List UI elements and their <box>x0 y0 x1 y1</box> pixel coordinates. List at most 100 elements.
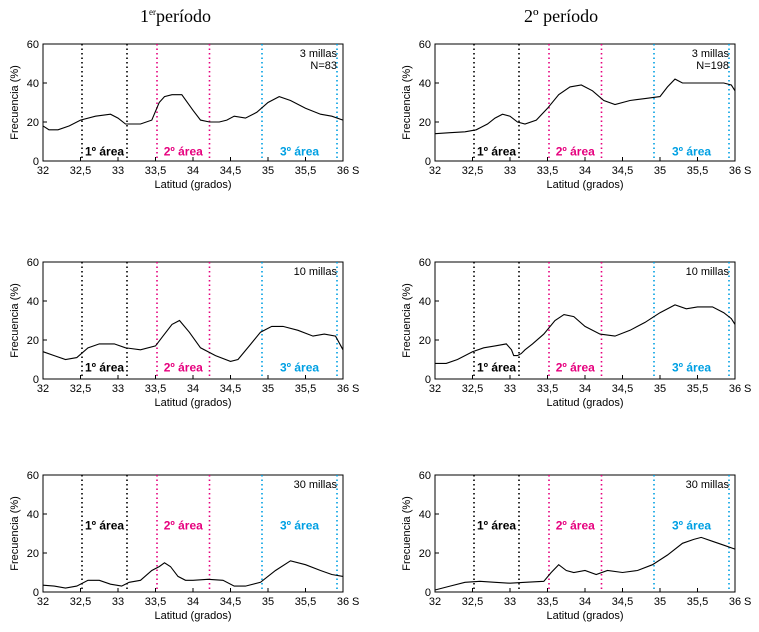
panel-2-x-tick-label-9: 36 <box>729 165 741 177</box>
panel-2-x-tick-label-7: 35 <box>654 165 666 177</box>
panel-6-x-unit-label: S <box>744 596 751 608</box>
panel-3-x-tick-label-5: 34 <box>187 383 199 395</box>
panel-2-y-tick-label-20: 20 <box>419 117 431 129</box>
panel-5-y-axis-label: Frecuencia (%) <box>9 496 21 571</box>
panel-5-y-tick-label-60: 60 <box>27 470 39 482</box>
panel-5-y-tick-label-40: 40 <box>27 509 39 521</box>
panel-4-y-tick-label-60: 60 <box>419 257 431 269</box>
panel-3-series-line <box>42 319 344 362</box>
panel-5-x-tick-label-9: 36 <box>337 596 349 608</box>
panel-3-x-tick-label-8: 35,5 <box>295 383 316 395</box>
panel-5-y-tick-label-0: 0 <box>33 587 39 599</box>
panel-4-x-tick-label-8: 35,5 <box>687 383 708 395</box>
panel-5-x-axis-label: Latitud (grados) <box>154 610 231 622</box>
panel-4-y-axis-label: Frecuencia (%) <box>401 283 413 358</box>
panel-3-x-tick-label-4: 33,5 <box>145 383 166 395</box>
panel-1-annotation-2: N=83 <box>310 60 337 72</box>
panel-5-y-tick-label-20: 20 <box>27 548 39 560</box>
panel-6-area-label-1: 1º área <box>477 519 516 533</box>
panel-5-x-tick-label-7: 35 <box>262 596 274 608</box>
panel-1-x-unit-label: S <box>352 165 359 177</box>
panel-6-y-axis-label: Frecuencia (%) <box>401 496 413 571</box>
panel-6-x-tick-label-6: 34,5 <box>612 596 633 608</box>
panel-1-y-tick-label-0: 0 <box>33 156 39 168</box>
panel-2-x-tick-label-5: 34 <box>579 165 591 177</box>
panel-6-x-tick-label-3: 33 <box>504 596 516 608</box>
panel-2-x-axis-label: Latitud (grados) <box>546 179 623 191</box>
panel-1-area-label-2: 2º área <box>164 144 203 158</box>
panel-2-x-unit-label: S <box>744 165 751 177</box>
panel-4-x-tick-label-3: 33 <box>504 383 516 395</box>
panel-3-y-tick-label-20: 20 <box>27 335 39 347</box>
panel-3-x-tick-label-6: 34,5 <box>220 383 241 395</box>
panel-2-y-tick-label-60: 60 <box>419 39 431 51</box>
panel-2-area-label-2: 2º área <box>556 144 595 158</box>
panel-4-y-tick-label-0: 0 <box>425 374 431 386</box>
panel-2-area-label-3: 3º área <box>672 144 711 158</box>
panel-2-annotation-2: N=198 <box>696 60 729 72</box>
panel-5-x-tick-label-1: 32 <box>37 596 49 608</box>
panel-3-x-axis-label: Latitud (grados) <box>154 397 231 409</box>
panel-5-x-unit-label: S <box>352 596 359 608</box>
panel-3-area-label-3: 3º área <box>280 360 319 374</box>
panel-5-x-tick-label-3: 33 <box>112 596 124 608</box>
panel-4-y-tick-label-20: 20 <box>419 335 431 347</box>
panel-5-annotation-1: 30 millas <box>294 479 338 491</box>
panel-3-x-tick-label-2: 32,5 <box>70 383 91 395</box>
panel-4-area-label-3: 3º área <box>672 360 711 374</box>
panel-1-x-tick-label-8: 35,5 <box>295 165 316 177</box>
panel-6-y-tick-label-20: 20 <box>419 548 431 560</box>
panel-2-y-axis-label: Frecuencia (%) <box>401 65 413 140</box>
panel-5-area-label-2: 2º área <box>164 519 203 533</box>
panel-2-y-tick-label-40: 40 <box>419 78 431 90</box>
panel-5-frame <box>42 474 344 593</box>
panel-5-x-tick-label-2: 32,5 <box>70 596 91 608</box>
panel-5-x-tick-label-8: 35,5 <box>295 596 316 608</box>
panel-6-series-line <box>434 536 736 591</box>
panel-1-x-tick-label-3: 33 <box>112 165 124 177</box>
panel-1-y-tick-label-20: 20 <box>27 117 39 129</box>
panel-4-x-tick-label-1: 32 <box>429 383 441 395</box>
panel-2-annotation-1: 3 millas <box>692 48 730 60</box>
panel-2-x-tick-label-4: 33,5 <box>537 165 558 177</box>
panel-3-y-tick-label-60: 60 <box>27 257 39 269</box>
panel-2-y-tick-label-0: 0 <box>425 156 431 168</box>
panel-5-x-tick-label-4: 33,5 <box>145 596 166 608</box>
panel-3-x-tick-label-1: 32 <box>37 383 49 395</box>
panel-1-y-tick-label-60: 60 <box>27 39 39 51</box>
panel-6-y-tick-label-0: 0 <box>425 587 431 599</box>
panel-2-x-tick-label-1: 32 <box>429 165 441 177</box>
panel-4-area-label-1: 1º área <box>477 360 516 374</box>
panel-6-x-tick-label-4: 33,5 <box>537 596 558 608</box>
panel-3-x-tick-label-9: 36 <box>337 383 349 395</box>
panel-4-y-tick-label-40: 40 <box>419 296 431 308</box>
panel-1-x-tick-label-6: 34,5 <box>220 165 241 177</box>
panel-1-annotation-1: 3 millas <box>300 48 338 60</box>
panel-4-series-line <box>435 304 736 364</box>
panel-4-area-label-2: 2º área <box>556 360 595 374</box>
panel-2-area-label-1: 1º área <box>477 144 516 158</box>
panel-4-x-axis-label: Latitud (grados) <box>546 397 623 409</box>
panel-1-x-tick-label-7: 35 <box>262 165 274 177</box>
column-title-second-period: 2º período <box>524 6 599 26</box>
panel-6-x-tick-label-8: 35,5 <box>687 596 708 608</box>
panel-1-x-tick-label-5: 34 <box>187 165 199 177</box>
panel-6-x-tick-label-2: 32,5 <box>462 596 483 608</box>
panel-3-y-tick-label-0: 0 <box>33 374 39 386</box>
panel-3-area-label-2: 2º área <box>164 360 203 374</box>
panel-3-y-axis-label: Frecuencia (%) <box>9 283 21 358</box>
panel-1-area-label-1: 1º área <box>85 144 124 158</box>
panel-1-series-line <box>42 94 344 131</box>
panel-2-x-tick-label-3: 33 <box>504 165 516 177</box>
panel-4-x-tick-label-2: 32,5 <box>462 383 483 395</box>
panel-3-x-tick-label-7: 35 <box>262 383 274 395</box>
panel-6-x-tick-label-7: 35 <box>654 596 666 608</box>
panel-4-x-tick-label-5: 34 <box>579 383 591 395</box>
panel-6-x-tick-label-5: 34 <box>579 596 591 608</box>
panel-1-x-tick-label-4: 33,5 <box>145 165 166 177</box>
panel-5-x-tick-label-5: 34 <box>187 596 199 608</box>
panel-5-x-tick-label-6: 34,5 <box>220 596 241 608</box>
panel-5-area-label-1: 1º área <box>85 519 124 533</box>
panel-6-y-tick-label-60: 60 <box>419 470 431 482</box>
